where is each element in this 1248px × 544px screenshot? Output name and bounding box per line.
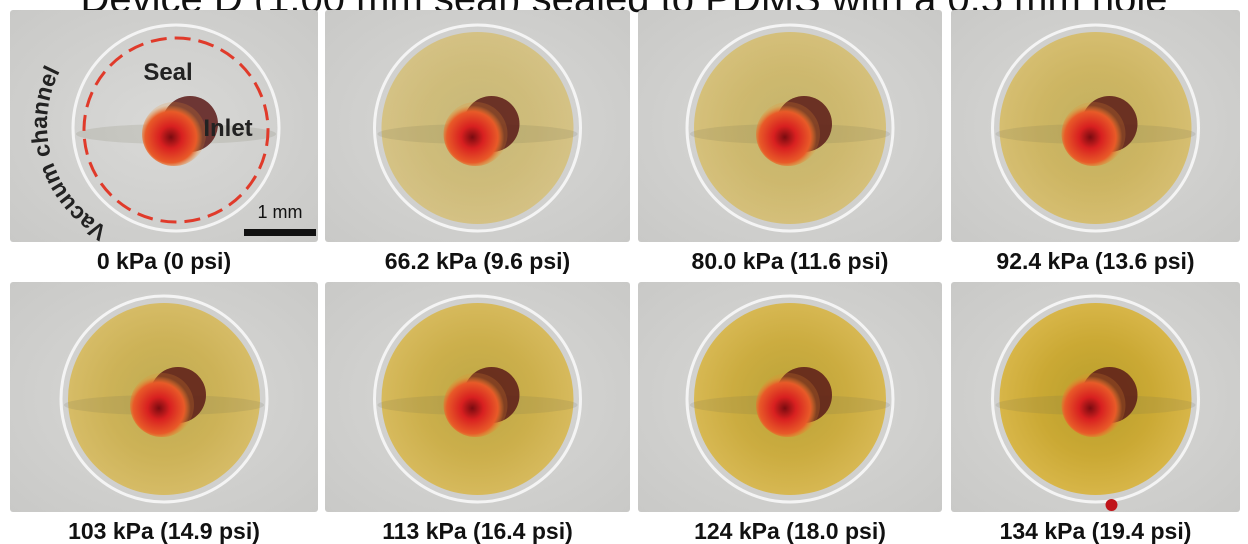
scale-bar-label: 1 mm xyxy=(258,202,303,222)
panel-label: 113 kPa (16.4 psi) xyxy=(382,518,573,544)
photo-panel: 80.0 kPa (11.6 psi) xyxy=(638,10,942,274)
panel-label: 134 kPa (19.4 psi) xyxy=(1000,518,1192,544)
page: Device D (1.00 mm seal) sealed to PDMS w… xyxy=(0,0,1248,544)
inlet-dye xyxy=(130,373,194,437)
panel-grid: 0 kPa (0 psi) 66.2 kPa (9.6 psi) 80.0 kPa … xyxy=(10,10,1240,544)
photo-panel: 134 kPa (19.4 psi) xyxy=(951,282,1240,544)
inlet-label: Inlet xyxy=(203,115,252,142)
panel-label: 80.0 kPa (11.6 psi) xyxy=(692,248,889,274)
panel-label: 103 kPa (14.9 psi) xyxy=(68,518,260,544)
seal-label: Seal xyxy=(143,59,192,86)
photo-panel: 124 kPa (18.0 psi) xyxy=(638,282,942,544)
leak-droplet xyxy=(1106,499,1118,511)
inlet-dye xyxy=(756,102,820,166)
figure: Device D (1.00 mm seal) sealed to PDMS w… xyxy=(0,0,1248,544)
photo-panel: 92.4 kPa (13.6 psi) xyxy=(951,10,1240,274)
photo-panel: 103 kPa (14.9 psi) xyxy=(10,282,318,544)
inlet-dye xyxy=(444,102,508,166)
inlet-dye xyxy=(444,373,508,437)
scale-bar xyxy=(244,229,316,236)
panel-label: 0 kPa (0 psi) xyxy=(97,248,231,274)
photo-panel: 113 kPa (16.4 psi) xyxy=(325,282,630,544)
inlet-dye xyxy=(756,373,820,437)
panel-label: 92.4 kPa (13.6 psi) xyxy=(996,248,1194,274)
panel-label: 66.2 kPa (9.6 psi) xyxy=(385,248,570,274)
inlet-dye xyxy=(1062,373,1126,437)
inlet-dye xyxy=(1062,102,1126,166)
inlet-dye xyxy=(142,102,206,166)
photo-panel: 66.2 kPa (9.6 psi) xyxy=(325,10,630,274)
panel-label: 124 kPa (18.0 psi) xyxy=(694,518,886,544)
